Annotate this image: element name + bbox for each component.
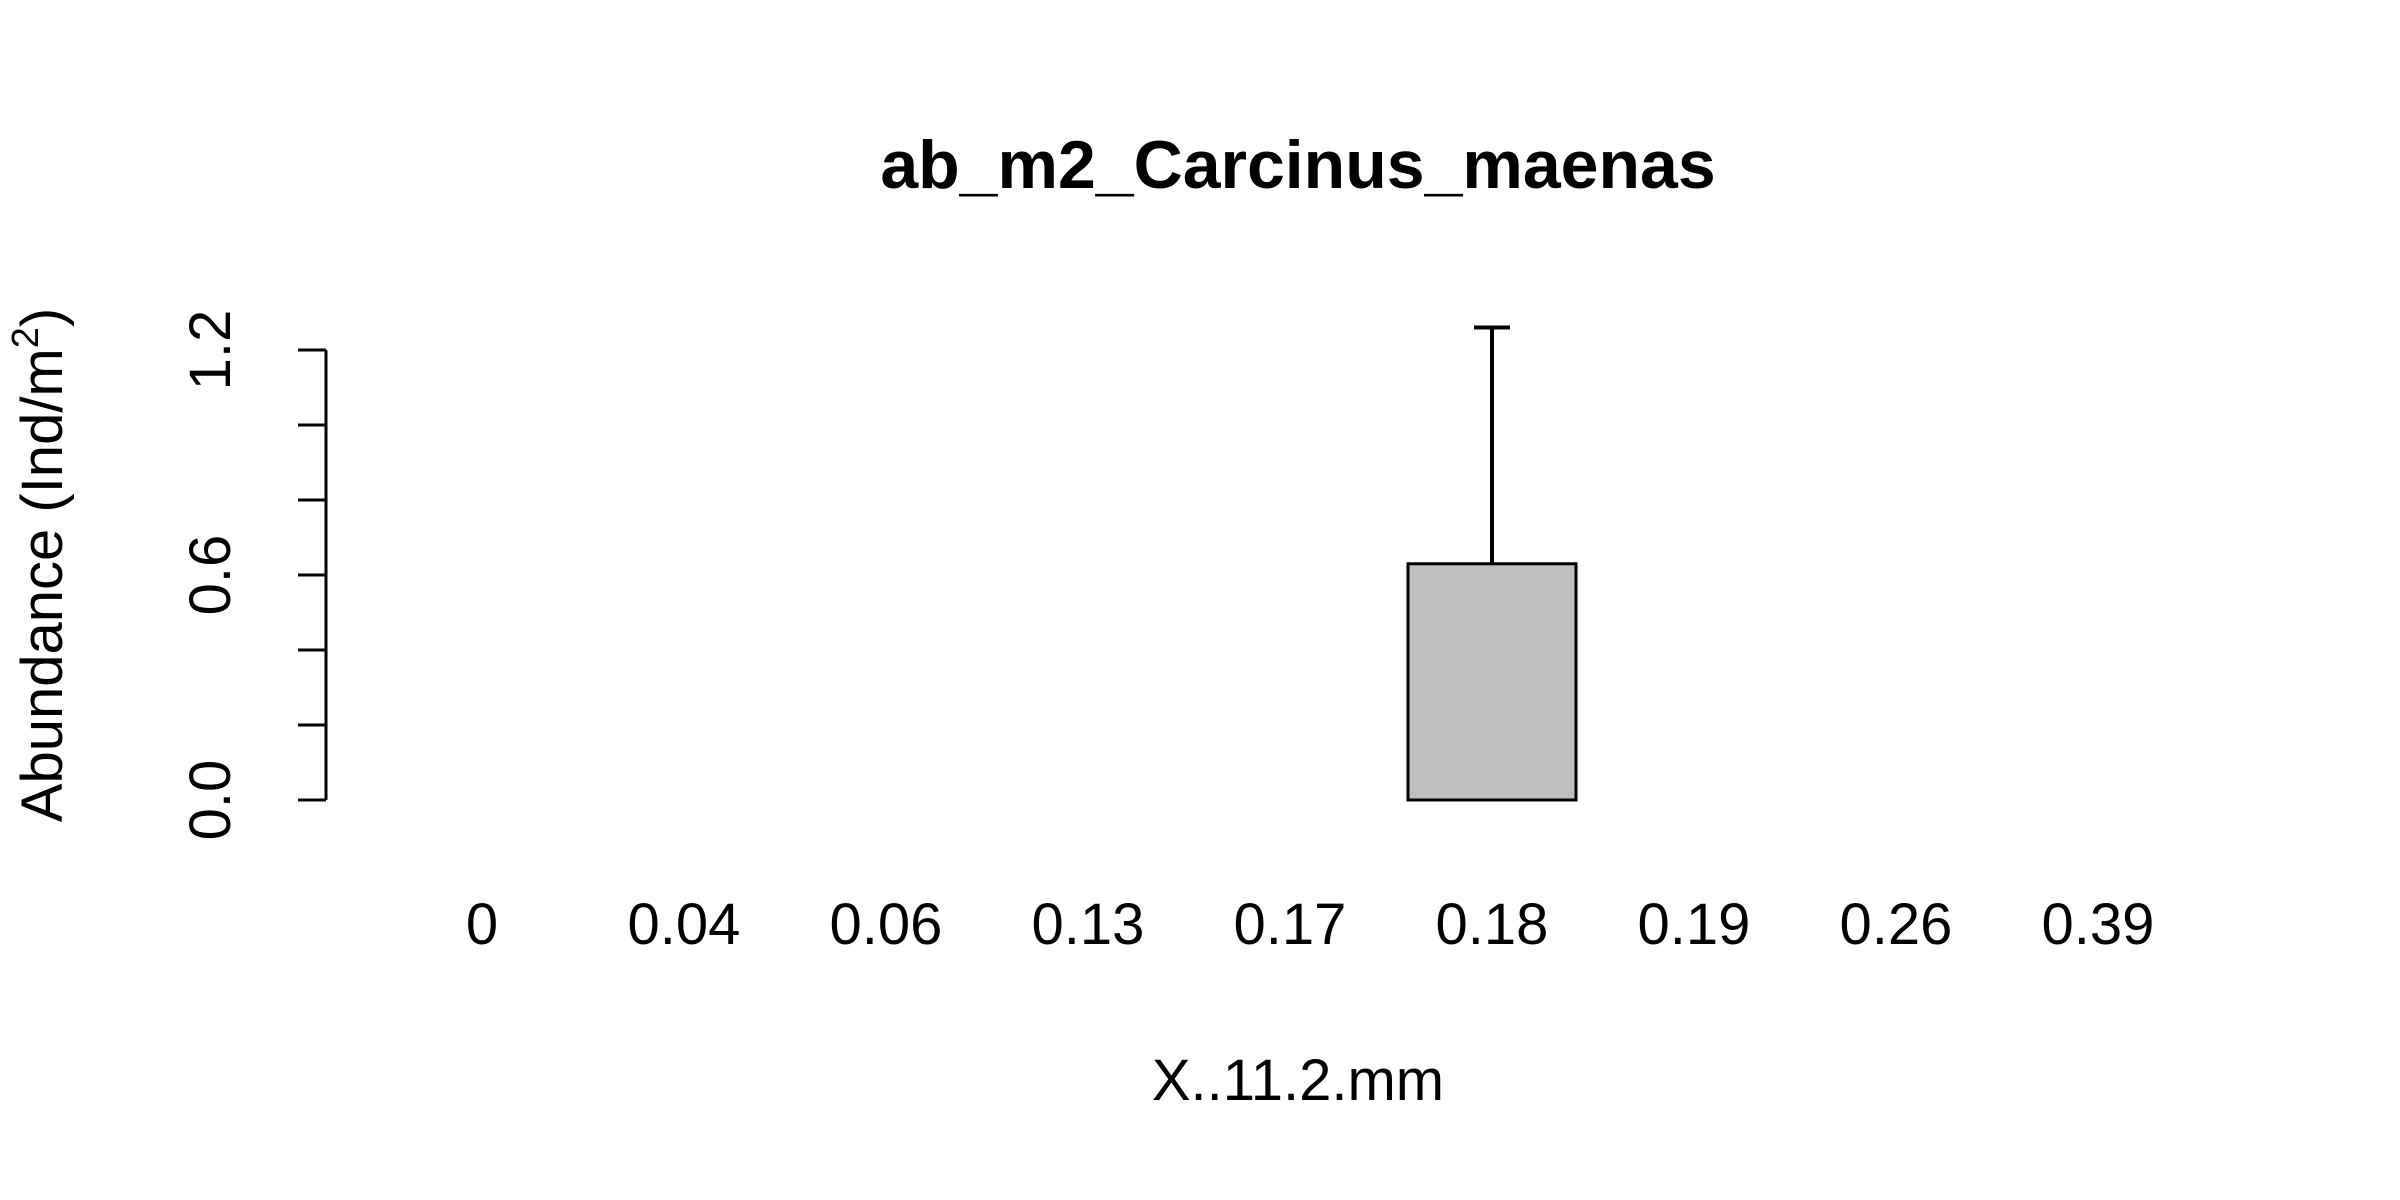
y-axis-title-superscript: 2 [5, 327, 47, 348]
x-tick-label: 0.06 [830, 892, 943, 957]
y-axis-title: Abundance (Ind/m2) [5, 308, 75, 822]
x-tick-labels: 0 0.04 0.06 0.13 0.17 0.18 0.19 0.26 0.39 [466, 892, 2155, 957]
x-tick-label: 0.18 [1436, 892, 1549, 957]
y-axis-title-group: Abundance (Ind/m2) [5, 308, 75, 822]
x-tick-label: 0.13 [1032, 892, 1145, 957]
error-bars [1474, 325, 1510, 564]
x-axis-title: X..11.2.mm [1152, 1048, 1444, 1113]
chart-title: ab_m2_Carcinus_maenas [880, 127, 1715, 203]
y-axis-title-suffix: ) [10, 308, 75, 327]
x-tick-label: 0.39 [2042, 892, 2155, 957]
bars [1406, 562, 1578, 802]
x-tick-label: 0.19 [1638, 892, 1751, 957]
bar [1406, 562, 1578, 802]
y-tick-label: 0.0 [178, 760, 243, 841]
y-tick-label: 0.6 [178, 535, 243, 616]
x-tick-label: 0.26 [1840, 892, 1953, 957]
y-axis-title-main: Abundance (Ind/m [10, 348, 75, 822]
x-tick-label: 0 [466, 892, 498, 957]
x-tick-label: 0.04 [628, 892, 741, 957]
x-tick-label: 0.17 [1234, 892, 1347, 957]
y-tick-label: 1.2 [178, 310, 243, 391]
y-axis: 0.0 0.6 1.2 [178, 310, 328, 841]
